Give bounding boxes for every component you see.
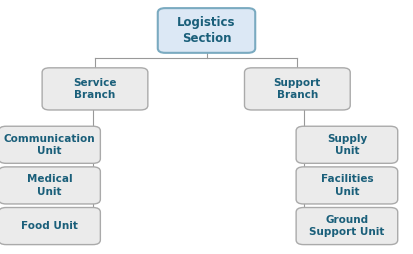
Text: Food Unit: Food Unit bbox=[21, 221, 78, 231]
FancyBboxPatch shape bbox=[244, 68, 350, 110]
Text: Service
Branch: Service Branch bbox=[73, 78, 117, 100]
FancyBboxPatch shape bbox=[0, 167, 100, 204]
FancyBboxPatch shape bbox=[296, 126, 398, 163]
FancyBboxPatch shape bbox=[296, 167, 398, 204]
Text: Support
Branch: Support Branch bbox=[274, 78, 321, 100]
FancyBboxPatch shape bbox=[296, 208, 398, 245]
Text: Communication
Unit: Communication Unit bbox=[4, 134, 95, 156]
Text: Medical
Unit: Medical Unit bbox=[27, 174, 72, 197]
Text: Supply
Unit: Supply Unit bbox=[327, 134, 367, 156]
FancyBboxPatch shape bbox=[158, 8, 255, 53]
Text: Facilities
Unit: Facilities Unit bbox=[320, 174, 373, 197]
FancyBboxPatch shape bbox=[0, 126, 100, 163]
FancyBboxPatch shape bbox=[0, 208, 100, 245]
Text: Ground
Support Unit: Ground Support Unit bbox=[309, 215, 385, 237]
FancyBboxPatch shape bbox=[42, 68, 148, 110]
Text: Logistics
Section: Logistics Section bbox=[177, 16, 236, 45]
